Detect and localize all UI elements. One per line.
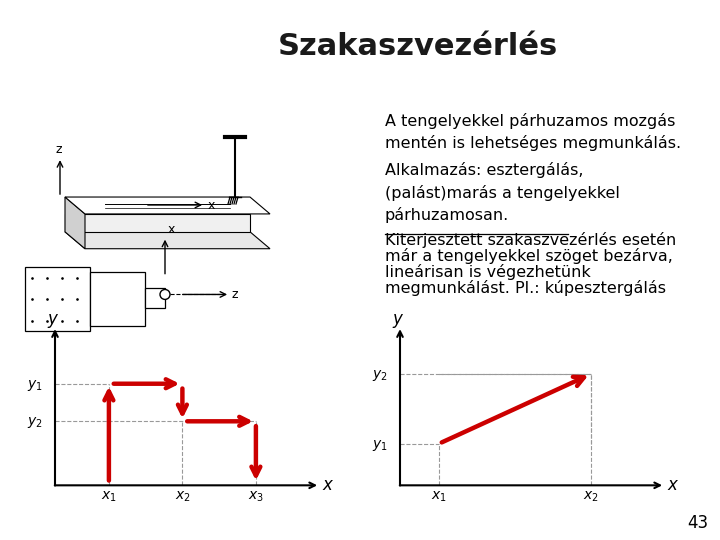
Text: $y_1$: $y_1$ — [372, 437, 388, 453]
Text: x: x — [208, 199, 215, 212]
Text: $y_2$: $y_2$ — [27, 415, 43, 430]
Text: y: y — [47, 310, 57, 328]
Polygon shape — [65, 197, 85, 249]
Text: Alkalmazás: esztergálás,
(palást)marás a tengelyekkel
párhuzamosan.: Alkalmazás: esztergálás, (palást)marás a… — [385, 162, 620, 223]
Text: x: x — [168, 223, 176, 236]
Text: $x_3$: $x_3$ — [248, 489, 264, 504]
Bar — [90, 272, 145, 326]
Text: $x_2$: $x_2$ — [583, 489, 599, 504]
Text: $x_2$: $x_2$ — [174, 489, 190, 504]
Text: y: y — [392, 310, 402, 328]
Polygon shape — [65, 232, 270, 249]
Text: lineárisan is végezhetünk: lineárisan is végezhetünk — [385, 264, 590, 280]
Bar — [145, 288, 165, 308]
Text: z: z — [55, 143, 61, 156]
Text: z: z — [232, 288, 238, 301]
Circle shape — [160, 289, 170, 299]
Text: már a tengelyekkel szöget bezárva,: már a tengelyekkel szöget bezárva, — [385, 248, 673, 264]
Polygon shape — [65, 214, 250, 232]
Text: Kiterjesztett szakaszvezérlés esetén: Kiterjesztett szakaszvezérlés esetén — [385, 232, 676, 248]
Polygon shape — [65, 197, 270, 214]
Text: 43: 43 — [687, 514, 708, 532]
Bar — [25, 267, 90, 331]
Text: x: x — [322, 476, 332, 494]
Text: $y_1$: $y_1$ — [27, 377, 43, 393]
Text: $y_2$: $y_2$ — [372, 368, 388, 383]
Text: megmunkálást. Pl.: kúpesztergálás: megmunkálást. Pl.: kúpesztergálás — [385, 280, 666, 295]
Text: $x_1$: $x_1$ — [431, 489, 447, 504]
Text: x: x — [667, 476, 677, 494]
Text: Szakaszvezérlés: Szakaszvezérlés — [277, 31, 558, 60]
Text: $x_1$: $x_1$ — [101, 489, 117, 504]
Text: A tengelyekkel párhuzamos mozgás
mentén is lehetséges megmunkálás.: A tengelyekkel párhuzamos mozgás mentén … — [385, 112, 681, 151]
